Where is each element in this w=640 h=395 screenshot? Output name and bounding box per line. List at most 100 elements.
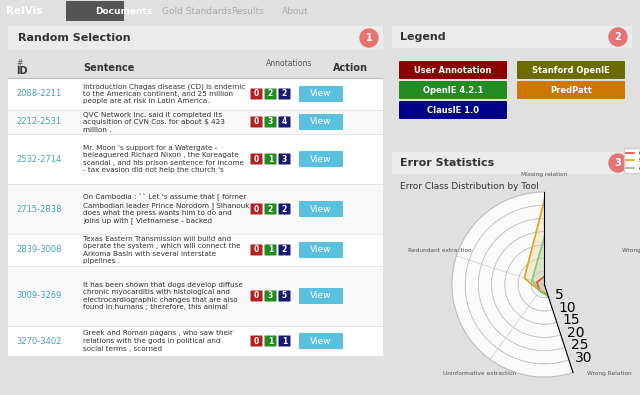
Text: 1: 1 (282, 337, 287, 346)
de.mpii.clausie.ClausIE (541, 235, 548, 239)
Text: ClausIE 1.0: ClausIE 1.0 (427, 105, 479, 115)
Text: Mr. Moon 's support for a Watergate -: Mr. Moon 's support for a Watergate - (83, 145, 218, 151)
Text: acquisition of CVN Cos. for about $ 423: acquisition of CVN Cos. for about $ 423 (83, 119, 225, 125)
Text: Gold Standards: Gold Standards (162, 6, 232, 15)
Text: View: View (310, 337, 332, 346)
Line: OpenIE: OpenIE (537, 260, 620, 302)
FancyBboxPatch shape (399, 81, 507, 99)
Text: Cambodian leader Prince Norodom ] Sihanouk: Cambodian leader Prince Norodom ] Sihano… (83, 202, 250, 209)
de.mpii.clausie.ClausIE (553, 299, 561, 304)
FancyBboxPatch shape (278, 88, 291, 100)
Text: operate the system , which will connect the: operate the system , which will connect … (83, 243, 241, 249)
de.mpii.clausie.ClausIE (541, 235, 548, 239)
de.mpii.clausie.ClausIE (528, 278, 536, 283)
Text: does what the press wants him to do and: does what the press wants him to do and (83, 210, 232, 216)
Text: electrocardiographic changes that are also: electrocardiographic changes that are al… (83, 297, 237, 303)
Text: 2532-2714: 2532-2714 (16, 154, 61, 164)
Text: 2: 2 (282, 246, 287, 254)
Text: 2839-3008: 2839-3008 (16, 246, 61, 254)
Text: It has been shown that dogs develop diffuse: It has been shown that dogs develop diff… (83, 282, 243, 288)
Text: On Cambodia : `` Let 's assume that [ former: On Cambodia : `` Let 's assume that [ fo… (83, 194, 246, 201)
Text: User Annotation: User Annotation (414, 66, 492, 75)
Stanford CoreNLP (541, 198, 548, 202)
Text: 2715-2838: 2715-2838 (16, 205, 61, 214)
Text: 0: 0 (254, 246, 259, 254)
FancyBboxPatch shape (278, 203, 291, 214)
Text: Arkoma Basin with several interstate: Arkoma Basin with several interstate (83, 251, 216, 257)
Text: Annotations: Annotations (266, 60, 312, 68)
FancyBboxPatch shape (399, 101, 507, 119)
FancyBboxPatch shape (8, 184, 383, 234)
FancyBboxPatch shape (278, 117, 291, 128)
FancyBboxPatch shape (517, 81, 625, 99)
Text: joins up with [ Vietnamese - backed: joins up with [ Vietnamese - backed (83, 217, 212, 224)
Text: Action: Action (333, 63, 368, 73)
Text: Random Selection: Random Selection (18, 33, 131, 43)
Text: 3: 3 (268, 117, 273, 126)
Stanford CoreNLP (571, 273, 579, 277)
FancyBboxPatch shape (392, 26, 632, 48)
FancyBboxPatch shape (264, 245, 276, 256)
Text: relations with the gods in political and: relations with the gods in political and (83, 338, 221, 344)
FancyBboxPatch shape (8, 110, 383, 134)
FancyBboxPatch shape (8, 134, 383, 184)
Stanford CoreNLP (541, 198, 548, 202)
FancyBboxPatch shape (299, 288, 343, 304)
Legend: OpenIE, Stanford CoreNLP, de.mpii.clausie.ClausIE: OpenIE, Stanford CoreNLP, de.mpii.clausi… (624, 148, 640, 173)
FancyBboxPatch shape (399, 61, 507, 79)
Circle shape (360, 29, 378, 47)
FancyBboxPatch shape (278, 245, 291, 256)
Text: 2088-2211: 2088-2211 (16, 90, 61, 98)
Text: Stanford OpenIE: Stanford OpenIE (532, 66, 610, 75)
Text: QVC Network Inc. said it completed its: QVC Network Inc. said it completed its (83, 111, 222, 117)
Stanford CoreNLP (548, 293, 556, 297)
Text: 2: 2 (614, 32, 621, 42)
FancyBboxPatch shape (250, 245, 262, 256)
Text: 3270-3402: 3270-3402 (16, 337, 61, 346)
Text: View: View (310, 292, 332, 301)
FancyBboxPatch shape (264, 290, 276, 301)
Text: View: View (310, 117, 332, 126)
OpenIE (541, 274, 548, 279)
OpenIE (541, 274, 548, 279)
Text: pipelines .: pipelines . (83, 258, 120, 264)
OpenIE (533, 280, 541, 284)
Text: Legend: Legend (400, 32, 445, 42)
Text: Greek and Roman pagans , who saw their: Greek and Roman pagans , who saw their (83, 331, 233, 337)
FancyBboxPatch shape (8, 78, 383, 110)
OpenIE (536, 289, 543, 293)
Stanford CoreNLP (536, 289, 543, 293)
Text: Error Statistics: Error Statistics (400, 158, 494, 168)
Text: 2: 2 (282, 205, 287, 214)
Text: social terms , scorned: social terms , scorned (83, 346, 162, 352)
Text: scandal , and his prison sentence for income: scandal , and his prison sentence for in… (83, 160, 244, 166)
de.mpii.clausie.ClausIE (604, 262, 611, 267)
Text: OpenIE 4.2.1: OpenIE 4.2.1 (423, 85, 483, 94)
Text: View: View (310, 205, 332, 214)
FancyBboxPatch shape (264, 117, 276, 128)
Text: Results: Results (231, 6, 264, 15)
Text: 3: 3 (282, 154, 287, 164)
FancyBboxPatch shape (8, 26, 383, 50)
Text: Documents: Documents (95, 6, 152, 15)
Line: Stanford CoreNLP: Stanford CoreNLP (524, 200, 575, 295)
Text: to the American continent, and 25 million: to the American continent, and 25 millio… (83, 91, 233, 97)
Text: Introduction Chagas disease (CD) is endemic: Introduction Chagas disease (CD) is ende… (83, 83, 245, 90)
Circle shape (609, 28, 627, 46)
Text: View: View (310, 246, 332, 254)
FancyBboxPatch shape (299, 242, 343, 258)
FancyBboxPatch shape (250, 117, 262, 128)
Text: 1: 1 (268, 337, 273, 346)
Text: #: # (16, 60, 22, 68)
Text: found in humans ; therefore, this animal: found in humans ; therefore, this animal (83, 304, 228, 310)
FancyBboxPatch shape (264, 335, 276, 346)
Text: 2: 2 (282, 90, 287, 98)
Text: million .: million . (83, 126, 111, 132)
Text: ID: ID (16, 66, 28, 76)
Text: 4: 4 (282, 117, 287, 126)
Text: 1: 1 (365, 33, 372, 43)
Text: PredPatt: PredPatt (550, 85, 592, 94)
Text: 0: 0 (254, 205, 259, 214)
FancyBboxPatch shape (8, 266, 383, 326)
Line: de.mpii.clausie.ClausIE: de.mpii.clausie.ClausIE (532, 237, 607, 302)
